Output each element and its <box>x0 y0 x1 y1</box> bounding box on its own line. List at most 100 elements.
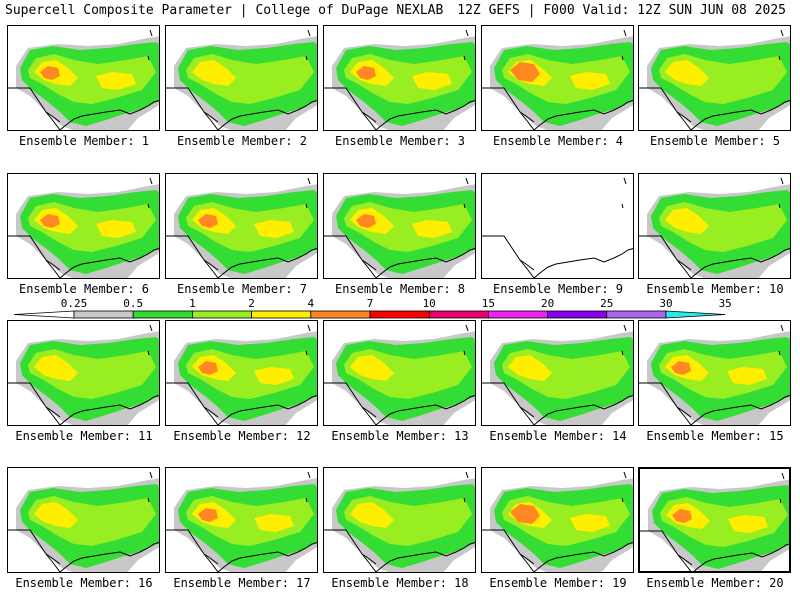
ensemble-panel[interactable] <box>638 320 791 426</box>
scp-contour-orange <box>198 508 218 522</box>
scale-bin <box>665 310 726 319</box>
scale-tick-label: 30 <box>659 297 673 310</box>
scp-contour-yellow <box>254 367 294 385</box>
run-info: 12Z GEFS | F000 Valid: 12Z SUN JUN 08 20… <box>457 3 786 18</box>
ensemble-panel[interactable] <box>7 467 160 573</box>
ensemble-panel[interactable] <box>165 467 318 573</box>
ensemble-member-label: Ensemble Member: 11 <box>15 429 153 443</box>
scp-contour-yellow <box>350 502 394 528</box>
scp-contour-orange <box>40 66 60 80</box>
coastline <box>166 87 317 130</box>
ensemble-map <box>324 471 475 572</box>
ensemble-panel[interactable] <box>638 173 791 279</box>
scp-contour-yellow <box>412 220 452 238</box>
scale-tick-label: 0.5 <box>123 297 144 310</box>
scp-contour-orange <box>40 214 60 228</box>
scp-contour-yellow <box>570 72 610 90</box>
scp-contour-yellow <box>350 355 394 381</box>
coastline <box>482 382 633 425</box>
border-line <box>519 406 535 418</box>
ensemble-panel[interactable] <box>323 320 476 426</box>
coastline-fragment <box>147 471 153 503</box>
coastline <box>482 87 633 130</box>
coastline <box>324 382 475 425</box>
ensemble-panel[interactable] <box>165 173 318 279</box>
scp-contour-yellow <box>34 355 78 381</box>
scale-tick-label: 10 <box>422 297 436 310</box>
ensemble-panel[interactable] <box>481 320 634 426</box>
ensemble-panel[interactable] <box>481 173 634 279</box>
ensemble-map <box>640 472 789 571</box>
scale-bin <box>191 310 252 319</box>
coastline-fragment <box>621 471 627 503</box>
ensemble-member-label: Ensemble Member: 17 <box>173 576 311 590</box>
ensemble-panel[interactable] <box>165 320 318 426</box>
ensemble-member-label: Ensemble Member: 4 <box>492 134 624 148</box>
scale-bin <box>428 310 489 319</box>
border-line <box>361 259 377 271</box>
scp-contour-yellow <box>665 60 709 86</box>
scp-contour-yellow <box>412 72 452 90</box>
ensemble-member-label: Ensemble Member: 7 <box>176 282 308 296</box>
ensemble-panel[interactable] <box>638 467 791 573</box>
border-line <box>519 259 535 271</box>
scp-contour-yellow <box>728 515 768 533</box>
coastline-fragment <box>147 29 153 61</box>
scp-contour-orange <box>510 504 540 524</box>
scp-contour-orange <box>198 361 218 375</box>
ensemble-panel[interactable] <box>481 467 634 573</box>
scp-contour-orange <box>672 509 692 523</box>
coastline <box>166 235 317 278</box>
coastline <box>482 235 633 278</box>
scale-tick-label: 1 <box>189 297 196 310</box>
coastline <box>639 87 790 130</box>
color-scale-bar <box>13 310 726 319</box>
ensemble-panel[interactable] <box>323 25 476 131</box>
ensemble-map <box>639 177 790 278</box>
scale-tick-label: 15 <box>481 297 496 310</box>
page-title: Supercell Composite Parameter | College … <box>5 3 444 18</box>
ensemble-map <box>8 29 159 130</box>
ensemble-member-label: Ensemble Member: 15 <box>646 429 784 443</box>
coastline-fragment <box>305 177 311 209</box>
ensemble-member-label: Ensemble Member: 3 <box>334 134 466 148</box>
border-line <box>203 406 219 418</box>
border-line <box>45 259 61 271</box>
scp-contour-yellow <box>727 367 767 385</box>
scp-contour-yellow <box>34 502 78 528</box>
border-line <box>676 406 692 418</box>
scp-contour-orange <box>671 361 691 375</box>
scale-bin <box>487 310 548 319</box>
border-line <box>519 111 535 123</box>
coastline <box>639 382 790 425</box>
coastline-fragment <box>463 471 469 503</box>
scale-bin <box>547 310 608 319</box>
ensemble-panel[interactable] <box>323 173 476 279</box>
border-line <box>677 554 693 566</box>
scp-contour-yellow <box>570 514 610 532</box>
scale-bin <box>310 310 371 319</box>
ensemble-panel[interactable] <box>7 173 160 279</box>
scale-tick-label: 35 <box>718 297 732 310</box>
scp-contour-orange <box>198 214 218 228</box>
coastline <box>640 530 789 571</box>
scale-tick-label: 0.25 <box>60 297 88 310</box>
ensemble-member-label: Ensemble Member: 19 <box>489 576 627 590</box>
border-line <box>203 553 219 565</box>
ensemble-map <box>324 177 475 278</box>
ensemble-panel[interactable] <box>165 25 318 131</box>
ensemble-map <box>639 29 790 130</box>
border-line <box>676 259 692 271</box>
ensemble-panel[interactable] <box>481 25 634 131</box>
scale-bin <box>73 310 134 319</box>
coastline <box>8 382 159 425</box>
ensemble-panel[interactable] <box>638 25 791 131</box>
ensemble-panel[interactable] <box>7 320 160 426</box>
ensemble-member-label: Ensemble Member: 2 <box>176 134 308 148</box>
ensemble-map <box>324 29 475 130</box>
ensemble-member-label: Ensemble Member: 18 <box>331 576 469 590</box>
coastline <box>324 235 475 278</box>
ensemble-panel[interactable] <box>7 25 160 131</box>
ensemble-map <box>482 324 633 425</box>
ensemble-panel[interactable] <box>323 467 476 573</box>
